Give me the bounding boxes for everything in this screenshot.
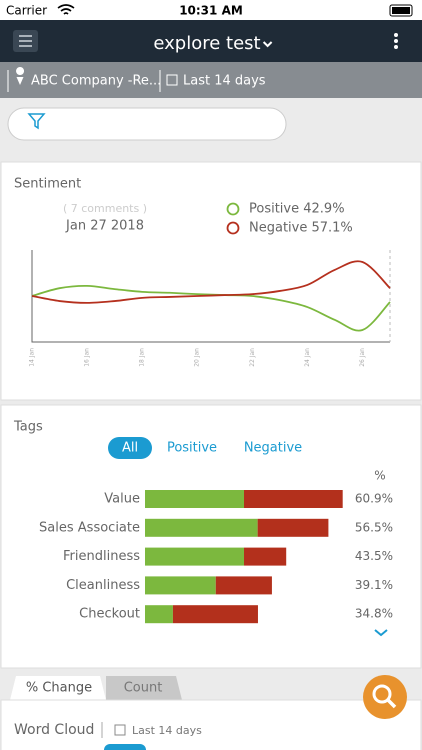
calendar-icon bbox=[166, 74, 178, 86]
expand-chevron[interactable] bbox=[374, 629, 388, 637]
card-title: Tags bbox=[13, 420, 43, 435]
tag-percent: 39.1% bbox=[355, 578, 393, 592]
nav-bar bbox=[0, 20, 422, 62]
axis bbox=[31, 250, 390, 343]
tag-percent: 60.9% bbox=[355, 492, 393, 506]
clock: 10:31 AM bbox=[179, 4, 243, 18]
tag-label: Cleanliness bbox=[66, 578, 140, 593]
tag-percent: 43.5% bbox=[355, 549, 393, 563]
negative-bar bbox=[172, 605, 258, 624]
period-filter[interactable]: Last 14 days bbox=[183, 74, 266, 89]
sentiment-chart: 14 Jan 16 Jan 18 Jan 20 Jan 22 Jan 24 Jan 26 J… bbox=[29, 202, 391, 367]
toggle[interactable] bbox=[104, 744, 146, 750]
calendar-icon bbox=[114, 724, 126, 736]
tab[interactable]: % Change bbox=[26, 681, 92, 696]
tab[interactable]: Negative bbox=[244, 441, 302, 456]
tag-percent: 56.5% bbox=[355, 520, 393, 534]
search-icon bbox=[372, 684, 392, 704]
search-button[interactable] bbox=[363, 675, 407, 719]
tags-chart: Value 60.9% Sales Associate 56.5% Friendline… bbox=[39, 490, 393, 624]
location-filter[interactable]: ABC Company -Re... bbox=[31, 74, 161, 89]
negative-bar bbox=[244, 490, 343, 508]
tab[interactable]: All bbox=[122, 441, 138, 456]
search-icon bbox=[386, 698, 397, 709]
period: Last 14 days bbox=[132, 724, 202, 737]
more-button[interactable] bbox=[394, 33, 398, 49]
negative-bar bbox=[244, 547, 287, 566]
tag-label: Friendliness bbox=[63, 549, 140, 564]
battery bbox=[389, 4, 413, 17]
legend-marker bbox=[226, 202, 240, 216]
x-tick-label: 24 Jan bbox=[304, 348, 311, 367]
positive-bar bbox=[145, 490, 245, 508]
location-icon bbox=[16, 67, 25, 85]
tab[interactable]: Count bbox=[124, 681, 163, 696]
carrier: Carrier bbox=[6, 4, 47, 18]
legend-marker bbox=[226, 221, 240, 235]
nav-chevron[interactable] bbox=[262, 41, 273, 48]
filter-icon[interactable] bbox=[27, 113, 46, 130]
x-tick-label: 16 Jan bbox=[84, 348, 91, 367]
tag-label: Sales Associate bbox=[39, 520, 140, 535]
positive-bar bbox=[145, 518, 258, 537]
tab-pill[interactable] bbox=[108, 437, 152, 459]
negative-bar bbox=[215, 576, 272, 595]
column-header: % bbox=[374, 469, 385, 483]
x-tick-label: 26 Jan bbox=[359, 348, 366, 367]
legend-label: Positive 42.9% bbox=[249, 202, 345, 217]
filter-bar bbox=[0, 62, 422, 98]
tab-bg[interactable] bbox=[106, 676, 182, 700]
battery-level bbox=[392, 7, 410, 14]
comment-count: ( 7 comments ) bbox=[63, 202, 147, 215]
tab-bg[interactable] bbox=[10, 676, 106, 700]
menu-icon bbox=[19, 35, 32, 47]
positive-bar bbox=[145, 576, 216, 595]
x-tick-label: 18 Jan bbox=[139, 348, 146, 367]
x-tick-label: 14 Jan bbox=[29, 348, 36, 367]
positive-bar bbox=[145, 605, 173, 624]
tag-label: Value bbox=[104, 492, 140, 507]
sentiment-line bbox=[31, 260, 391, 304]
tag-label: Checkout bbox=[79, 607, 140, 622]
nav-title[interactable]: explore test bbox=[153, 33, 260, 54]
tag-percent: 34.8% bbox=[355, 607, 393, 621]
word-cloud-card bbox=[0, 699, 422, 750]
sentiment-card bbox=[0, 161, 422, 401]
legend-label: Negative 57.1% bbox=[249, 221, 353, 236]
tab[interactable]: Positive bbox=[167, 441, 217, 456]
card-title: Word Cloud bbox=[14, 722, 94, 738]
negative-bar bbox=[257, 518, 329, 537]
card-title: Sentiment bbox=[14, 177, 81, 192]
search-field[interactable] bbox=[7, 107, 287, 141]
wifi-icon bbox=[57, 4, 75, 15]
positive-bar bbox=[145, 547, 245, 566]
status-bar bbox=[0, 0, 422, 20]
date: Jan 27 2018 bbox=[65, 219, 144, 234]
x-tick-label: 20 Jan bbox=[194, 348, 201, 367]
x-tick-label: 22 Jan bbox=[249, 348, 256, 367]
